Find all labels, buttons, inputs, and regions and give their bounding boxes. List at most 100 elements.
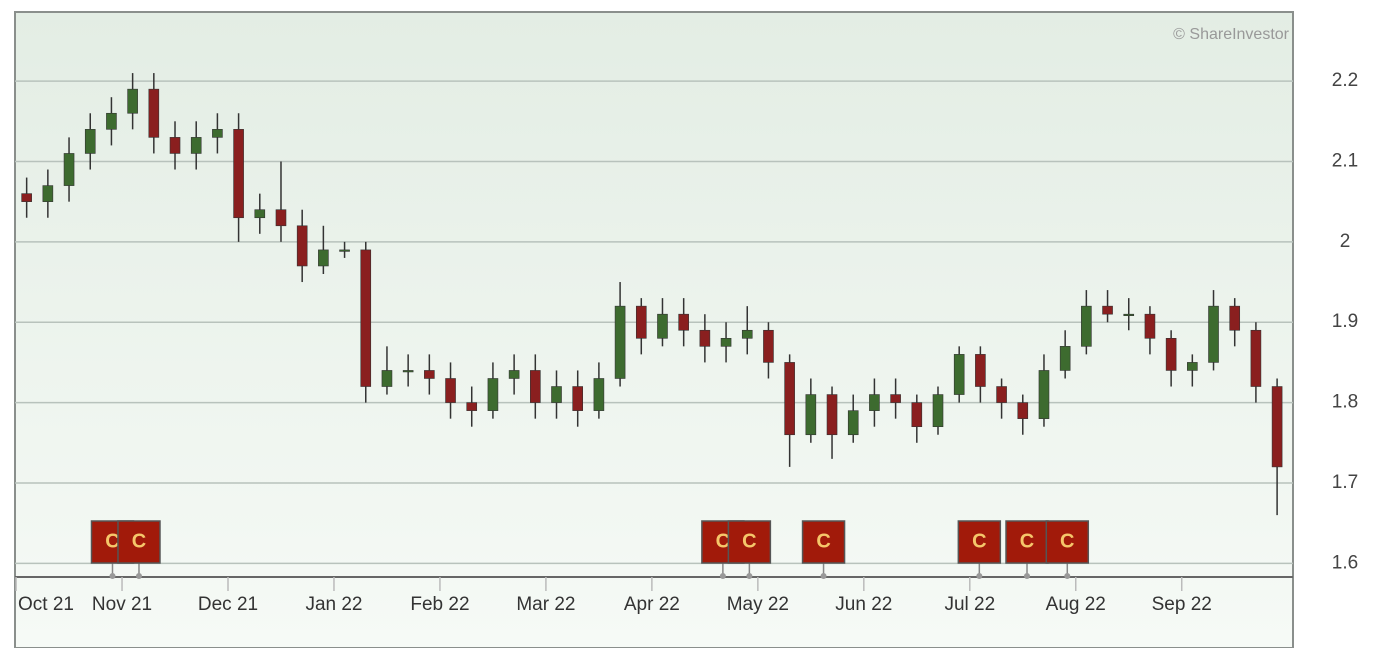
candle-body	[975, 354, 986, 387]
candle-body	[445, 378, 456, 403]
candle-body	[1038, 370, 1050, 419]
y-tick-label: 2.2	[1332, 70, 1358, 91]
x-tick-label: Feb 22	[410, 594, 469, 615]
candle-body	[657, 313, 668, 339]
x-tick-label: Jan 22	[305, 594, 362, 615]
x-tick-label: May 22	[727, 594, 789, 615]
y-tick-label: 1.6	[1332, 552, 1358, 573]
candle-body	[424, 370, 435, 379]
candle-body	[932, 394, 944, 428]
candle-body	[1250, 329, 1262, 387]
x-tick-label: Mar 22	[516, 594, 575, 615]
candle-body	[720, 338, 732, 347]
x-tick-label: Jul 22	[944, 594, 995, 615]
event-label: C	[1020, 530, 1034, 552]
candle-body	[996, 386, 1007, 403]
candle-body	[254, 209, 266, 219]
candle-body	[1165, 338, 1177, 371]
candle-body	[339, 249, 350, 252]
event-marker	[801, 520, 846, 564]
candle-body	[1208, 305, 1219, 363]
event-label: C	[816, 530, 830, 552]
candle-body	[847, 410, 859, 436]
candle-body	[212, 129, 223, 138]
event-dot	[976, 573, 983, 579]
x-tick-label: Aug 22	[1046, 594, 1106, 615]
candle-body	[1081, 305, 1092, 347]
event-marker	[117, 520, 161, 564]
candle-body	[84, 129, 96, 154]
x-tick-label: Oct 21	[18, 594, 74, 615]
event-dot	[746, 573, 753, 579]
candle-body	[805, 394, 817, 436]
candle-body	[1102, 305, 1113, 315]
candle-body	[530, 370, 541, 403]
candle-body	[784, 362, 795, 436]
candle-body	[890, 394, 901, 403]
y-tick-label: 2.1	[1332, 151, 1358, 172]
candle-body	[869, 394, 880, 411]
candle-body	[614, 305, 626, 379]
candle-body	[296, 225, 308, 267]
candle-body	[953, 354, 965, 395]
candle-body	[826, 394, 838, 436]
x-tick-label: Jun 22	[835, 594, 892, 615]
event-dot	[135, 573, 142, 579]
y-tick-label: 1.8	[1332, 392, 1358, 413]
event-dot	[109, 573, 116, 579]
candle-body	[42, 185, 54, 202]
candle-body	[911, 402, 923, 428]
event-label: C	[1060, 530, 1074, 552]
candle-body	[1229, 305, 1241, 331]
event-label: C	[742, 530, 756, 552]
x-tick-label: Apr 22	[624, 594, 680, 615]
plot: 1.6 1.7 1.8 1.9 2 2.1 2.2 Oct 21 Nov 21 Dec 21 Jan…	[15, 70, 1358, 615]
x-tick-label: Sep 22	[1152, 594, 1212, 615]
candle-body	[593, 378, 605, 411]
event-label: C	[716, 530, 730, 552]
candle-body	[21, 193, 32, 202]
candle-body	[763, 329, 774, 363]
candle-body	[508, 370, 520, 379]
candle-body	[741, 329, 753, 339]
candle-body	[63, 153, 75, 186]
x-tick-label: Dec 21	[198, 594, 258, 615]
event-label: C	[132, 530, 146, 552]
candle-body	[1144, 313, 1156, 339]
candle-body	[402, 370, 414, 373]
event-label: C	[105, 530, 119, 552]
plot-background	[14, 11, 1294, 648]
candle-body	[487, 378, 499, 411]
candle-body	[699, 329, 711, 347]
candle-body	[190, 137, 202, 154]
event-marker	[727, 520, 772, 564]
event-marker	[957, 520, 1002, 564]
candle-body	[275, 209, 287, 227]
candle-body	[678, 313, 689, 331]
event-dot	[719, 573, 726, 579]
copyright: © ShareInvestor	[1173, 26, 1290, 43]
candle-body	[233, 129, 244, 219]
candle-body	[381, 370, 393, 387]
candle-body	[106, 112, 117, 130]
candle-body	[1187, 362, 1198, 371]
candle-body	[148, 88, 160, 138]
event-dot	[1024, 573, 1031, 579]
event-dot	[820, 573, 827, 579]
candle-body	[466, 402, 478, 411]
event-marker	[1045, 520, 1090, 564]
candle-body	[1059, 346, 1071, 371]
candle-body	[551, 386, 562, 403]
candle-body	[1271, 386, 1283, 468]
y-tick-label: 1.7	[1332, 472, 1358, 493]
x-tick-label: Nov 21	[92, 594, 152, 615]
candle-body	[169, 137, 181, 154]
candle-body	[360, 249, 372, 387]
candle-body	[318, 249, 329, 267]
candle-body	[635, 305, 647, 339]
candle-body	[1017, 402, 1029, 419]
candle-body	[572, 386, 584, 411]
event-label: C	[972, 530, 986, 552]
y-tick-label: 2	[1340, 231, 1351, 252]
